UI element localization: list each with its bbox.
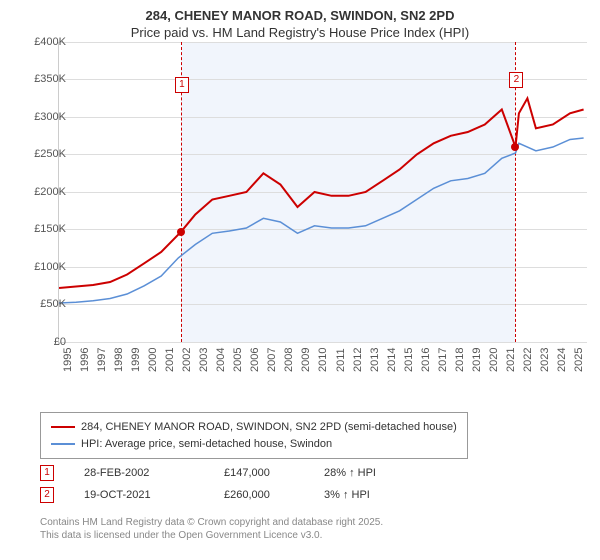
title-line1: 284, CHENEY MANOR ROAD, SWINDON, SN2 2PD [146,8,455,23]
sale-row-diff: 28% ↑ HPI [324,467,404,479]
y-axis-label: £0 [26,336,66,348]
x-axis-label: 2002 [181,347,193,371]
sale-row-diff: 3% ↑ HPI [324,489,404,501]
x-axis-label: 2010 [317,347,329,371]
legend-row-price-paid: 284, CHENEY MANOR ROAD, SWINDON, SN2 2PD… [51,419,457,436]
attribution-line2: This data is licensed under the Open Gov… [40,530,322,541]
legend-label-hpi: HPI: Average price, semi-detached house,… [81,436,332,453]
attribution: Contains HM Land Registry data © Crown c… [40,516,383,542]
y-axis-label: £200K [26,186,66,198]
series-hpi [59,138,584,303]
sale-dot [511,143,519,151]
x-axis-label: 2020 [488,347,500,371]
x-axis-label: 2019 [471,347,483,371]
title-line2: Price paid vs. HM Land Registry's House … [131,25,469,40]
series-price_paid [59,98,584,288]
y-axis-label: £250K [26,148,66,160]
x-axis-label: 2014 [386,347,398,371]
legend-swatch-hpi [51,443,75,445]
y-axis-label: £350K [26,73,66,85]
x-axis-label: 2009 [300,347,312,371]
sale-row-price: £260,000 [224,489,294,501]
chart-svg [59,42,587,342]
x-axis-label: 2005 [232,347,244,371]
legend-swatch-price [51,426,75,428]
x-axis-label: 2000 [147,347,159,371]
y-axis-label: £150K [26,223,66,235]
sale-row: 2 19-OCT-2021 £260,000 3% ↑ HPI [40,484,404,506]
chart-area: 12 £0£50K£100K£150K£200K£250K£300K£350K£… [40,42,600,372]
chart-title: 284, CHENEY MANOR ROAD, SWINDON, SN2 2PD… [0,0,600,42]
sale-row-price: £147,000 [224,467,294,479]
x-axis-label: 2006 [249,347,261,371]
y-axis-label: £100K [26,261,66,273]
x-axis-label: 2013 [369,347,381,371]
x-axis-label: 2008 [283,347,295,371]
x-axis-label: 2011 [335,348,347,372]
x-axis-label: 2022 [522,347,534,371]
sale-row-date: 28-FEB-2002 [84,467,194,479]
legend-label-price: 284, CHENEY MANOR ROAD, SWINDON, SN2 2PD… [81,419,457,436]
x-axis-label: 2023 [539,347,551,371]
x-axis-label: 1995 [62,347,74,371]
x-axis-label: 2016 [420,347,432,371]
plot-area: 12 [58,42,587,343]
y-axis-label: £300K [26,111,66,123]
x-axis-label: 1996 [79,347,91,371]
gridline [59,342,587,343]
sale-row-marker: 2 [40,487,54,503]
x-axis-label: 2004 [215,347,227,371]
sale-row: 1 28-FEB-2002 £147,000 28% ↑ HPI [40,462,404,484]
x-axis-label: 2024 [556,347,568,371]
x-axis-label: 1997 [96,347,108,371]
sale-row-marker: 1 [40,465,54,481]
sale-dot [177,228,185,236]
y-axis-label: £50K [26,298,66,310]
x-axis-label: 1998 [113,347,125,371]
attribution-line1: Contains HM Land Registry data © Crown c… [40,517,383,528]
x-axis-label: 2015 [403,347,415,371]
x-axis-label: 2017 [437,347,449,371]
x-axis-label: 2025 [573,347,585,371]
sale-row-date: 19-OCT-2021 [84,489,194,501]
x-axis-label: 2018 [454,347,466,371]
sale-rows: 1 28-FEB-2002 £147,000 28% ↑ HPI 2 19-OCT-202… [40,462,404,506]
x-axis-label: 2012 [352,347,364,371]
legend-row-hpi: HPI: Average price, semi-detached house,… [51,436,457,453]
x-axis-label: 1999 [130,347,142,371]
y-axis-label: £400K [26,36,66,48]
x-axis-label: 2007 [266,347,278,371]
x-axis-label: 2001 [164,347,176,371]
x-axis-label: 2003 [198,347,210,371]
legend: 284, CHENEY MANOR ROAD, SWINDON, SN2 2PD… [40,412,468,459]
x-axis-label: 2021 [505,347,517,371]
